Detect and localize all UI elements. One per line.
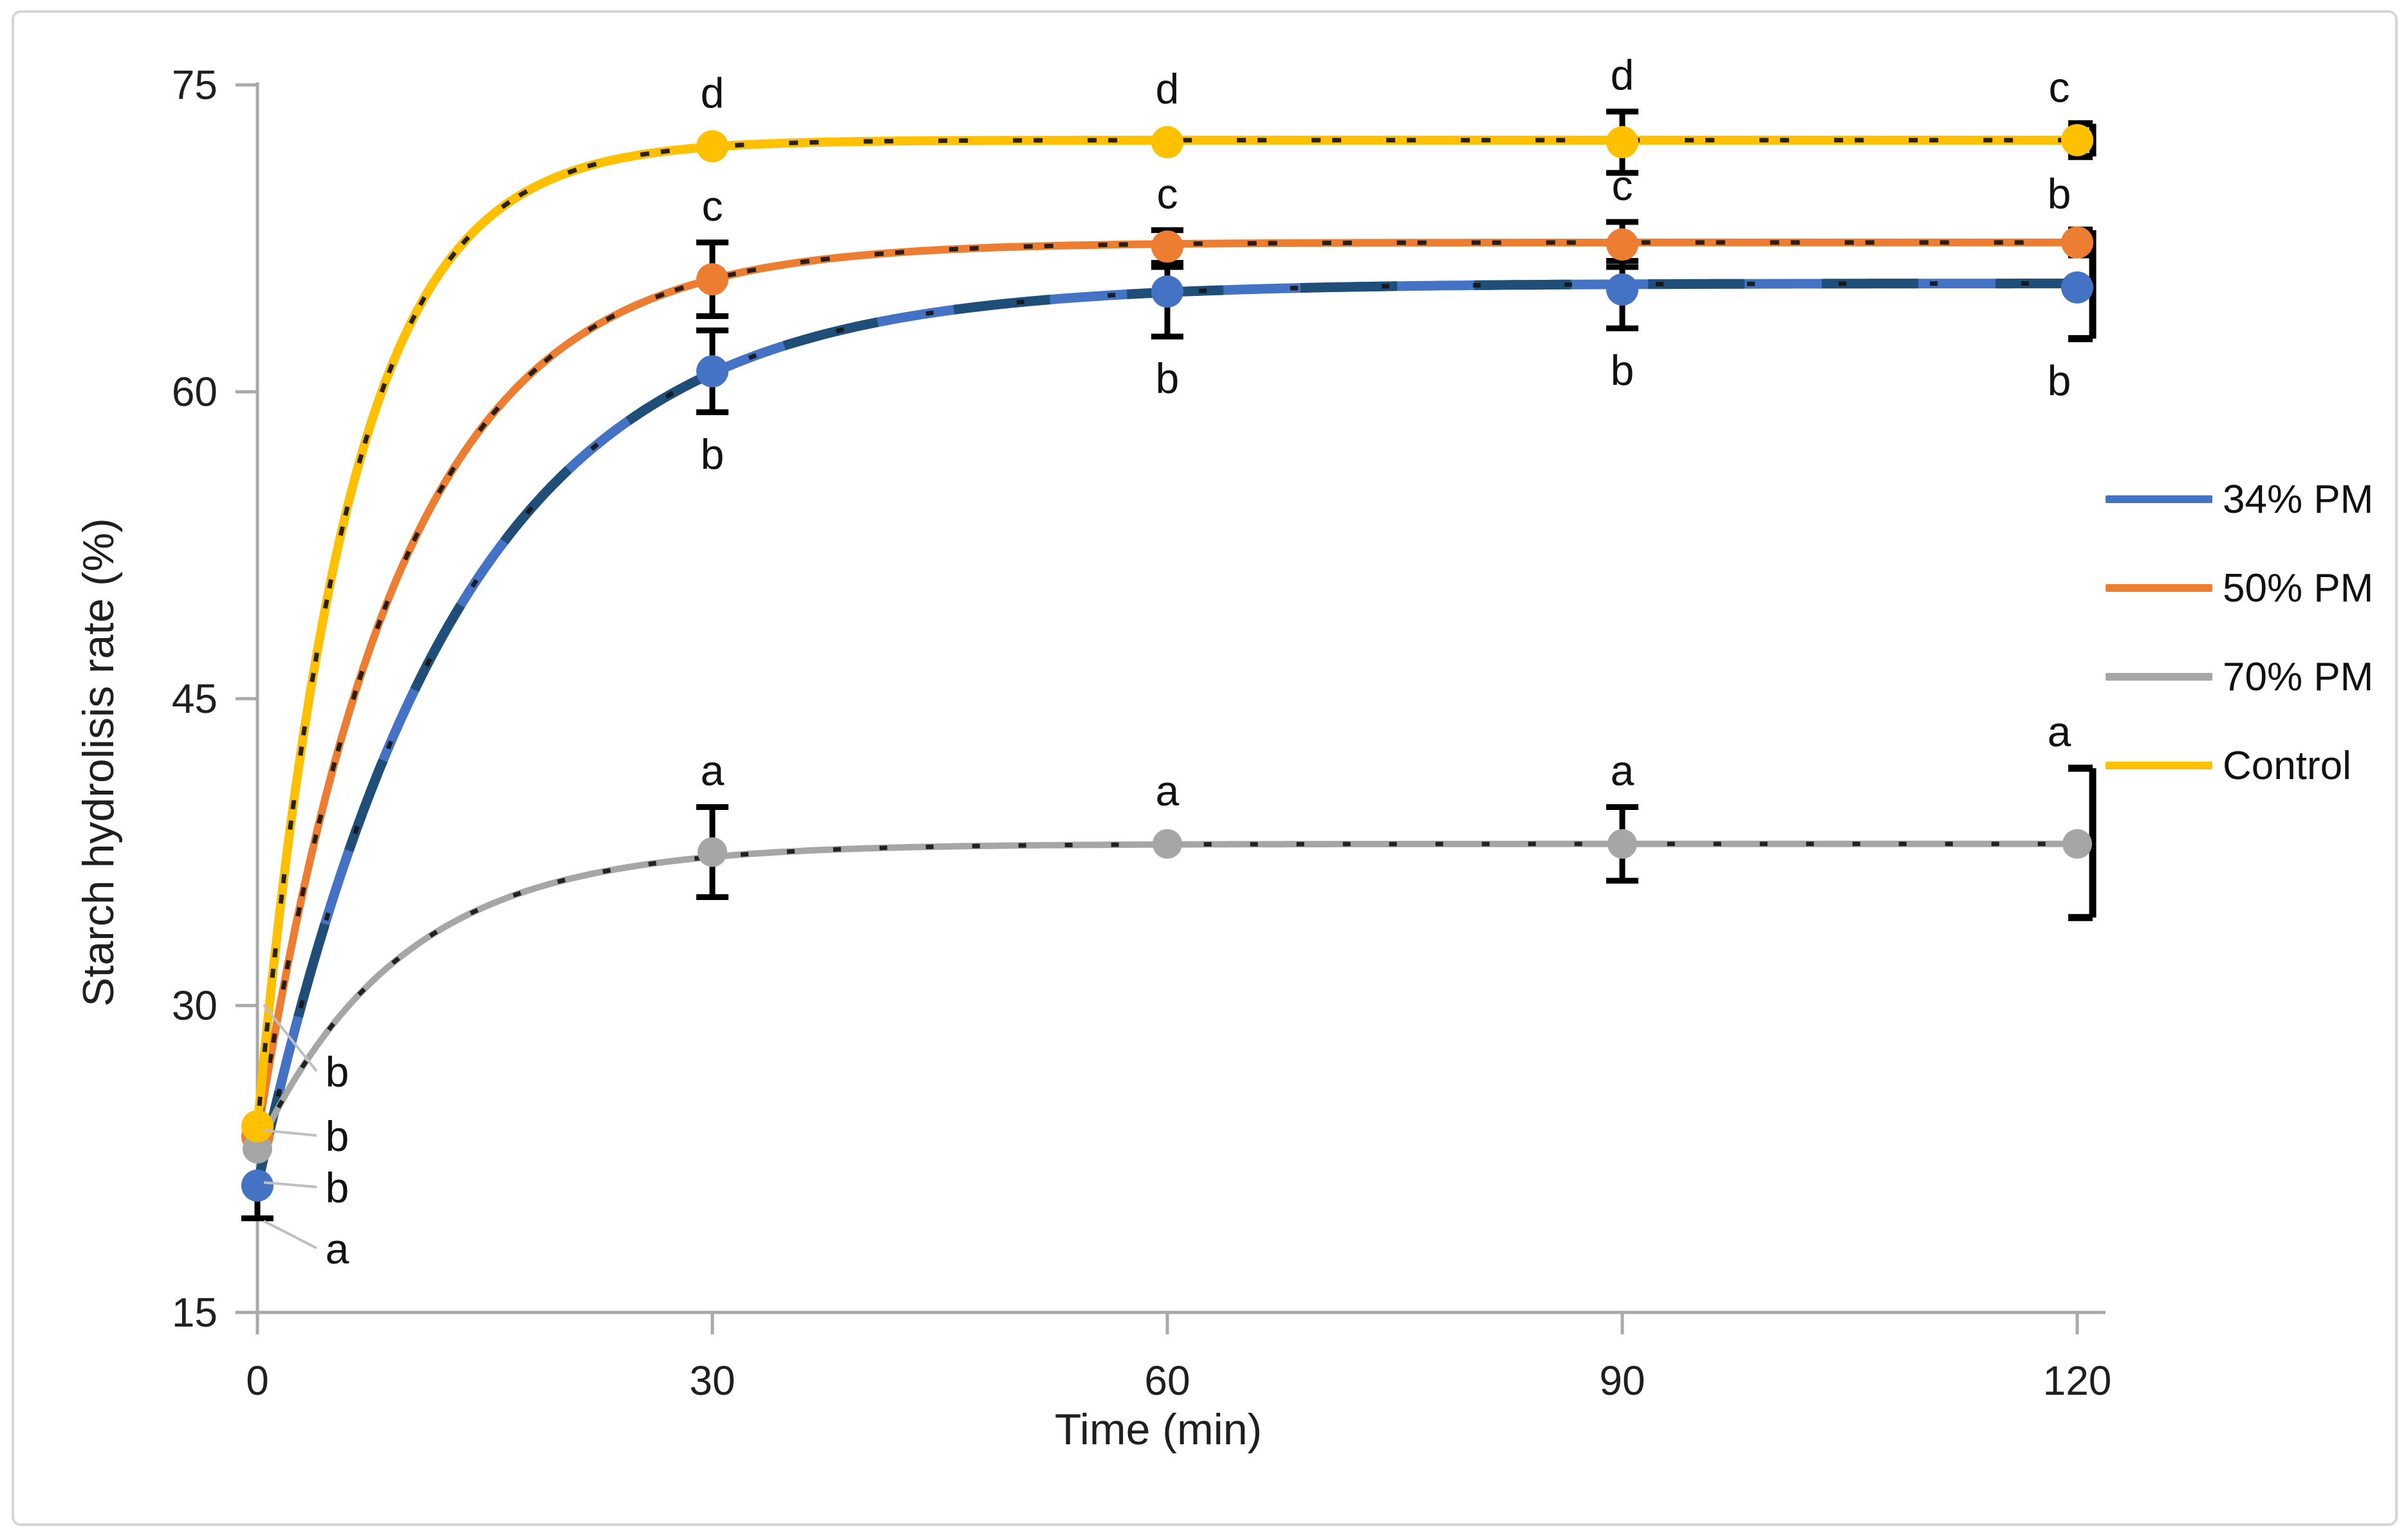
legend-label: 70% PM (2223, 654, 2374, 699)
significance-letter: b (326, 1164, 349, 1211)
error-bracket (2068, 764, 2097, 921)
data-point-marker (2061, 226, 2093, 259)
legend: 34% PM 50% PM 70% PM Control (2106, 477, 2373, 832)
annotation-leader-line (263, 1129, 317, 1137)
data-point-marker (2061, 124, 2093, 156)
legend-label: 50% PM (2223, 565, 2374, 611)
data-point-marker (1151, 230, 1183, 263)
significance-letter: b (2048, 170, 2071, 217)
axes: 75 60 45 30 15 0 30 60 90 120 (172, 62, 2112, 1404)
x-axis-title: Time (min) (1054, 1405, 1263, 1454)
y-tick-label: 30 (172, 982, 218, 1029)
per-minute-error-ticks (255, 841, 2077, 1150)
legend-item-34PM: 34% PM (2106, 477, 2373, 522)
legend-line-swatch (2106, 762, 2212, 769)
significance-letter: d (1611, 51, 1635, 98)
data-point-marker (1153, 829, 1182, 859)
significance-letter: b (1156, 354, 1180, 402)
data-point-marker (241, 1110, 273, 1143)
annotation-leader-line (263, 1220, 317, 1249)
series-70PM: a a a a (243, 708, 2097, 1164)
data-point-marker (696, 130, 728, 163)
data-point-marker (1151, 275, 1183, 308)
x-tick-label: 30 (689, 1357, 735, 1404)
significance-letter: c (702, 182, 723, 230)
series-line-dark-dashes (252, 279, 2077, 1187)
data-point-marker (2061, 271, 2093, 304)
data-point-marker (696, 355, 728, 388)
significance-letter: b (2048, 356, 2071, 404)
y-tick-label: 60 (172, 369, 218, 415)
per-minute-error-ticks (255, 240, 2077, 1137)
figure-frame (12, 10, 2398, 1526)
annotation-leader-line (263, 1181, 317, 1188)
data-point-marker (241, 1169, 273, 1202)
series-line (254, 840, 2080, 1152)
data-point-marker (2062, 829, 2092, 859)
data-point-marker (1606, 273, 1638, 306)
y-tick-label: 75 (172, 62, 218, 108)
x-tick-label: 0 (246, 1357, 269, 1404)
data-point-marker (1151, 126, 1183, 159)
legend-line-swatch (2106, 495, 2212, 503)
y-axis-title: Starch hydrolisis rate (%) (74, 518, 123, 1007)
significance-letter: a (1611, 747, 1635, 795)
data-point-marker (1607, 829, 1637, 859)
y-tick-label: 45 (172, 676, 218, 722)
legend-item-50PM: 50% PM (2106, 565, 2373, 611)
significance-letter: a (2048, 708, 2071, 755)
significance-letter: b (326, 1048, 349, 1096)
data-point-marker (243, 1134, 272, 1164)
significance-letter: c (2049, 63, 2070, 111)
significance-letter: a (701, 747, 725, 795)
series-line (252, 279, 2082, 1191)
x-tick-label: 120 (2043, 1357, 2112, 1404)
legend-item-Control: Control (2106, 743, 2373, 788)
legend-label: Control (2223, 743, 2351, 788)
per-minute-error-ticks (255, 281, 2077, 1186)
legend-item-70PM: 70% PM (2106, 654, 2373, 699)
y-tick-label: 15 (172, 1289, 218, 1336)
significance-letter: d (1156, 65, 1180, 113)
data-point-marker (1606, 228, 1638, 261)
data-point-marker (1606, 126, 1638, 159)
significance-letter: a (326, 1225, 349, 1273)
significance-letter: d (701, 69, 725, 116)
significance-letter: b (326, 1112, 349, 1160)
significance-letter: c (1157, 170, 1178, 217)
data-point-marker (698, 837, 727, 867)
legend-label: 34% PM (2223, 477, 2374, 522)
x-tick-label: 90 (1599, 1357, 1645, 1404)
x-tick-label: 60 (1144, 1357, 1190, 1404)
annotation-leader-line (263, 1004, 318, 1072)
series-Control: d d d c (241, 51, 2097, 1143)
significance-letter: b (1611, 346, 1635, 394)
data-point-marker (696, 263, 728, 296)
significance-letter: b (701, 430, 725, 478)
significance-letter: a (1156, 767, 1180, 814)
legend-line-swatch (2106, 584, 2212, 592)
legend-line-swatch (2106, 673, 2212, 681)
